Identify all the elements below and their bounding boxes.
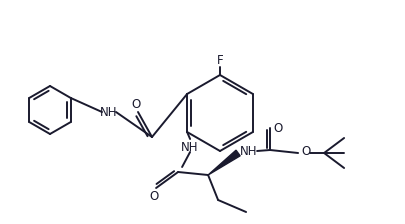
Text: NH: NH: [240, 144, 257, 157]
Polygon shape: [208, 150, 240, 175]
Text: O: O: [273, 121, 282, 134]
Text: NH: NH: [100, 106, 117, 118]
Text: O: O: [149, 190, 158, 202]
Text: NH: NH: [181, 140, 198, 153]
Text: F: F: [216, 54, 223, 67]
Text: O: O: [301, 144, 310, 157]
Text: O: O: [131, 97, 140, 110]
